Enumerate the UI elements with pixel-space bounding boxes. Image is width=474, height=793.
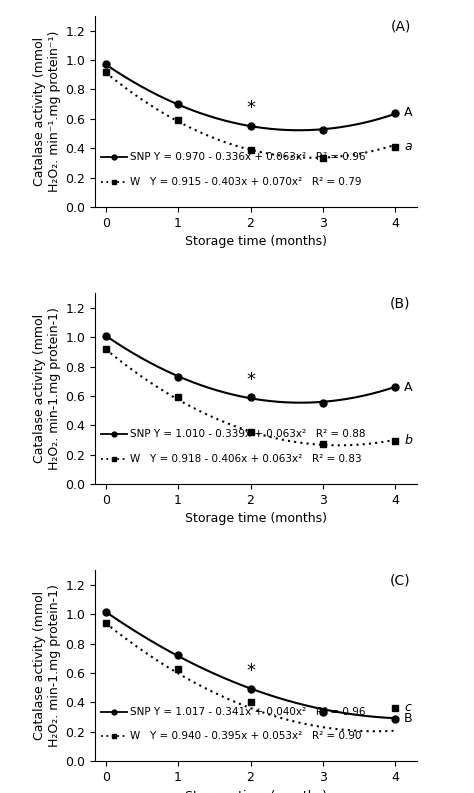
Text: W   Y = 0.940 - 0.395x + 0.053x²   R² = 0.90: W Y = 0.940 - 0.395x + 0.053x² R² = 0.90 bbox=[130, 731, 362, 741]
X-axis label: Storage time (months): Storage time (months) bbox=[185, 236, 327, 248]
Text: c: c bbox=[404, 701, 411, 714]
Y-axis label: Catalase activity (mmol
H₂O₂. min-1.mg protein-1): Catalase activity (mmol H₂O₂. min-1.mg p… bbox=[33, 307, 61, 470]
Text: A: A bbox=[404, 106, 412, 120]
Text: W   Y = 0.915 - 0.403x + 0.070x²   R² = 0.79: W Y = 0.915 - 0.403x + 0.070x² R² = 0.79 bbox=[130, 177, 362, 187]
Text: (A): (A) bbox=[390, 20, 410, 33]
Text: SNP Y = 1.010 - 0.339x + 0.063x²   R² = 0.88: SNP Y = 1.010 - 0.339x + 0.063x² R² = 0.… bbox=[130, 430, 366, 439]
Y-axis label: Catalase activity (mmol
H₂O₂. min-1.mg protein-1): Catalase activity (mmol H₂O₂. min-1.mg p… bbox=[33, 584, 61, 747]
Text: *: * bbox=[246, 99, 255, 117]
Text: *: * bbox=[246, 661, 255, 680]
Text: A: A bbox=[404, 381, 412, 393]
Text: b: b bbox=[404, 435, 412, 447]
Text: W   Y = 0.918 - 0.406x + 0.063x²   R² = 0.83: W Y = 0.918 - 0.406x + 0.063x² R² = 0.83 bbox=[130, 454, 362, 464]
Text: (B): (B) bbox=[390, 297, 410, 311]
Text: SNP Y = 1.017 - 0.341x + 0.040x²   R² = 0.96: SNP Y = 1.017 - 0.341x + 0.040x² R² = 0.… bbox=[130, 707, 366, 717]
Text: *: * bbox=[246, 371, 255, 389]
X-axis label: Storage time (months): Storage time (months) bbox=[185, 512, 327, 526]
Text: B: B bbox=[404, 712, 413, 725]
Text: (C): (C) bbox=[390, 574, 410, 588]
X-axis label: Storage time (months): Storage time (months) bbox=[185, 790, 327, 793]
Y-axis label: Catalase activity (mmol
H₂O₂. min⁻¹.mg protein⁻¹): Catalase activity (mmol H₂O₂. min⁻¹.mg p… bbox=[33, 31, 61, 192]
Text: a: a bbox=[404, 140, 412, 153]
Text: SNP Y = 0.970 - 0.336x + 0.063x²   R² = 0.96: SNP Y = 0.970 - 0.336x + 0.063x² R² = 0.… bbox=[130, 152, 366, 163]
